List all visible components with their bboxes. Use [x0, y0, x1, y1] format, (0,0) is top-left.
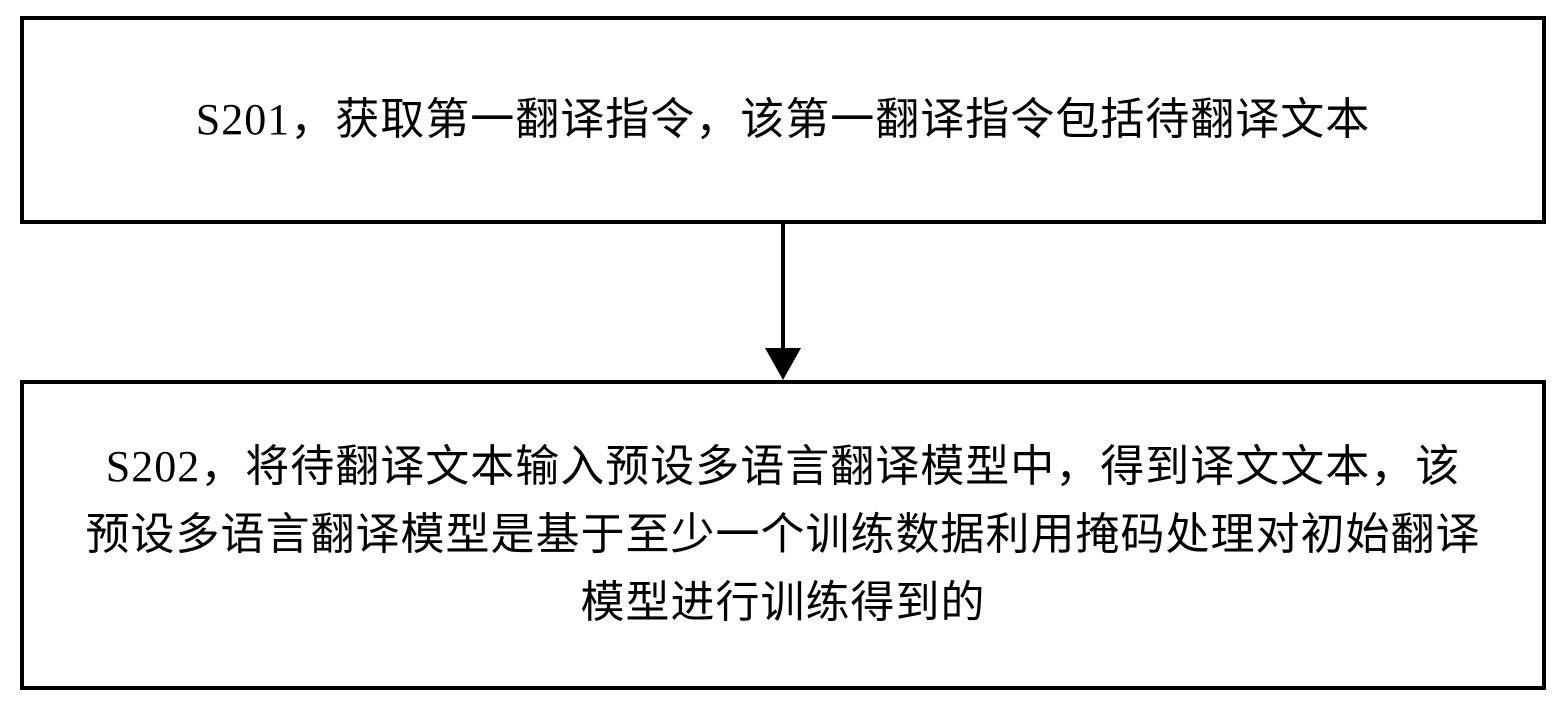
node-s201-text: S201，获取第一翻译指令，该第一翻译指令包括待翻译文本: [196, 86, 1370, 154]
node-s202-text: S202，将待翻译文本输入预设多语言翻译模型中，得到译文文本，该预设多语言翻译模…: [84, 433, 1482, 638]
flowchart-node-s202: S202，将待翻译文本输入预设多语言翻译模型中，得到译文文本，该预设多语言翻译模…: [20, 380, 1546, 690]
flowchart-canvas: S201，获取第一翻译指令，该第一翻译指令包括待翻译文本 S202，将待翻译文本…: [0, 0, 1566, 716]
edge-s201-s202-stem: [781, 224, 785, 348]
edge-s201-s202-arrowhead: [765, 348, 801, 380]
flowchart-node-s201: S201，获取第一翻译指令，该第一翻译指令包括待翻译文本: [20, 16, 1546, 224]
